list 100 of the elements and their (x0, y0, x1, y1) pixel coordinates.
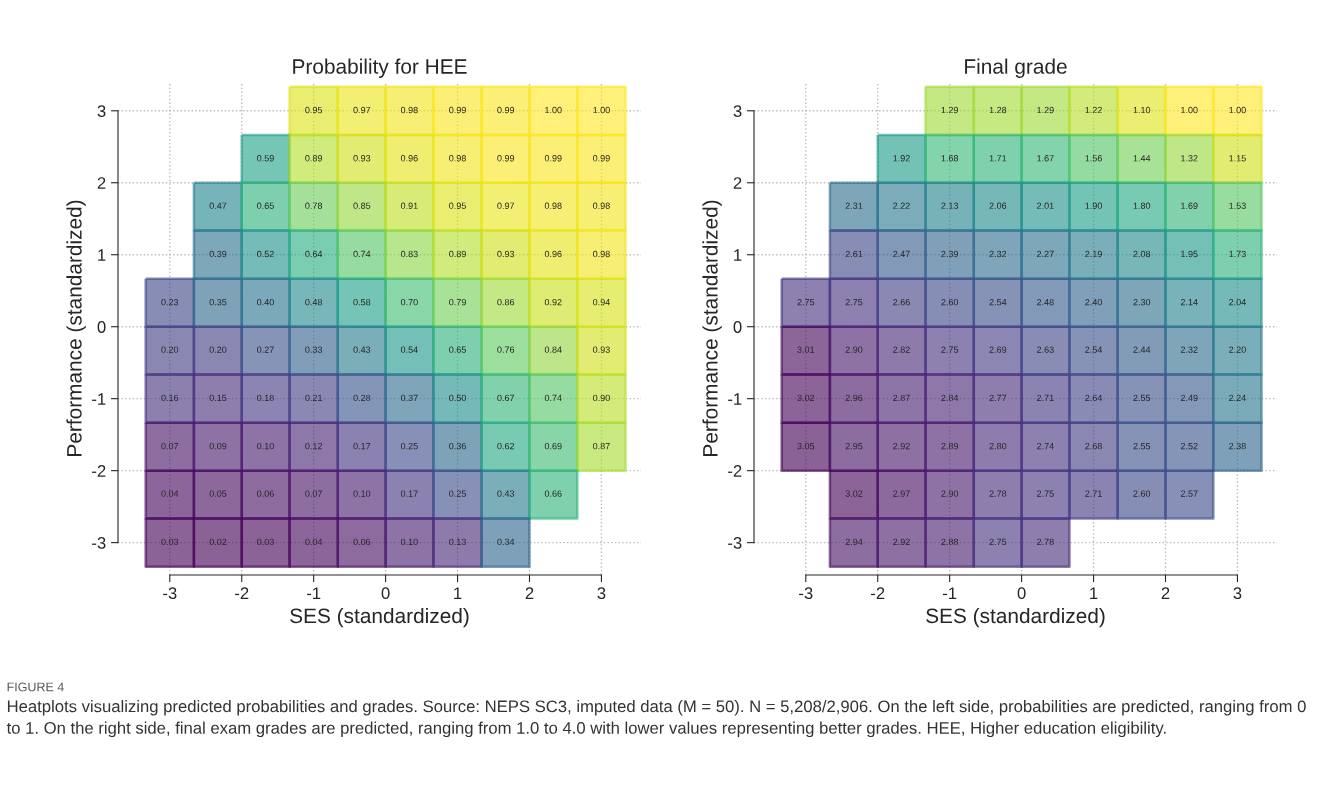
data-label: 0.91 (400, 202, 418, 209)
y-tick-label: -1 (92, 393, 106, 405)
data-label: 0.17 (400, 490, 418, 497)
data-label: 0.25 (400, 442, 418, 450)
data-label: 0.10 (257, 442, 274, 450)
data-label: 0.96 (544, 250, 562, 258)
data-label: 2.92 (893, 538, 910, 546)
y-tick-label: 0 (733, 321, 742, 333)
data-label: 0.99 (544, 155, 562, 162)
data-label: 0.28 (353, 394, 371, 402)
data-label: 2.63 (1037, 346, 1054, 353)
y-tick-label: -1 (728, 393, 742, 405)
data-label: 3.01 (797, 346, 815, 353)
x-tick-label: 0 (1017, 587, 1026, 600)
data-label: 2.01 (1037, 202, 1054, 209)
x-tick-label: 2 (525, 587, 534, 599)
data-label: 2.32 (989, 250, 1007, 258)
data-label: 0.65 (449, 346, 466, 353)
data-label: 2.92 (893, 442, 910, 450)
data-label: 1.28 (989, 106, 1007, 114)
data-label: 2.61 (845, 250, 863, 258)
data-label: 2.40 (1085, 298, 1102, 306)
data-label: 0.36 (449, 442, 466, 450)
data-label: 0.74 (544, 394, 562, 402)
data-label: 2.97 (893, 490, 910, 497)
data-label: 0.93 (593, 346, 610, 353)
x-tick-label: 1 (1090, 587, 1098, 599)
data-label: 1.67 (1037, 155, 1054, 162)
data-label: 2.82 (893, 346, 910, 353)
data-label: 0.07 (161, 442, 179, 450)
data-label: 0.90 (593, 394, 610, 402)
data-label: 0.99 (593, 155, 610, 162)
data-label: 1.56 (1085, 155, 1102, 162)
data-label: 2.14 (1180, 298, 1198, 306)
data-label: 1.15 (1229, 155, 1246, 162)
data-label: 2.57 (1180, 490, 1198, 497)
data-label: 2.13 (941, 202, 959, 209)
y-tick-label: 1 (98, 249, 106, 261)
data-label: 1.69 (1181, 202, 1198, 209)
data-label: 0.09 (209, 442, 227, 450)
data-label: 0.59 (257, 155, 274, 162)
data-label: 1.71 (989, 155, 1007, 162)
data-label: 2.75 (1037, 490, 1054, 497)
data-label: 2.88 (941, 538, 959, 546)
data-label: 2.95 (845, 442, 863, 450)
data-label: 0.97 (497, 202, 515, 209)
data-label: 2.39 (941, 250, 959, 258)
data-label: 1.90 (1085, 202, 1102, 209)
chart-title: Probability for HEE (293, 58, 467, 78)
x-tick-label: 1 (454, 587, 462, 599)
data-label: 1.80 (1133, 202, 1151, 209)
data-label: 2.19 (1085, 250, 1102, 258)
data-label: 2.78 (1037, 538, 1054, 546)
data-label: 2.71 (1085, 490, 1102, 497)
data-label: 2.75 (989, 538, 1007, 546)
data-label: 2.69 (989, 346, 1007, 353)
data-label: 1.00 (1229, 106, 1246, 114)
data-label: 2.30 (1133, 298, 1151, 306)
data-label: 0.89 (449, 250, 466, 258)
data-label: 0.98 (593, 202, 610, 209)
data-label: 2.49 (1180, 394, 1198, 402)
data-label: 2.47 (893, 250, 910, 258)
data-label: 0.27 (257, 346, 274, 353)
data-label: 0.12 (305, 442, 323, 450)
data-label: 0.20 (209, 346, 227, 353)
data-label: 1.73 (1229, 250, 1246, 258)
x-tick-label: 3 (597, 587, 606, 600)
x-tick-label: -3 (799, 587, 813, 600)
data-label: 2.38 (1229, 442, 1246, 450)
data-label: 0.43 (353, 346, 371, 353)
data-label: 1.29 (941, 106, 959, 114)
data-label: 2.74 (1037, 442, 1054, 450)
data-label: 0.40 (257, 298, 274, 306)
data-label: 2.54 (989, 298, 1007, 306)
data-label: 2.60 (941, 298, 959, 306)
data-label: 0.83 (400, 250, 418, 258)
data-label: 2.55 (1133, 442, 1151, 450)
data-label: 0.54 (400, 346, 418, 353)
x-tick-label: -2 (871, 587, 885, 599)
data-label: 1.00 (1181, 106, 1198, 114)
data-label: 0.33 (305, 346, 323, 353)
data-label: 0.67 (497, 394, 515, 402)
x-tick-label: 2 (1161, 587, 1170, 599)
data-label: 0.10 (353, 490, 371, 497)
data-label: 0.43 (497, 490, 515, 497)
y-tick-label: -2 (728, 465, 742, 477)
data-label: 2.66 (893, 298, 910, 306)
data-label: 0.07 (305, 490, 323, 497)
data-label: 2.60 (1133, 490, 1151, 497)
data-label: 2.27 (1037, 250, 1054, 258)
x-axis-title: SES (standardized) (290, 607, 469, 628)
data-label: 1.22 (1085, 106, 1102, 114)
y-tick-label: 1 (734, 249, 742, 261)
data-label: 2.75 (845, 298, 863, 306)
data-label: 1.32 (1181, 155, 1198, 162)
data-label: 2.77 (989, 394, 1007, 402)
data-label: 0.04 (305, 538, 323, 546)
data-label: 0.86 (497, 298, 515, 306)
data-label: 0.13 (449, 538, 466, 546)
data-label: 0.74 (353, 250, 371, 258)
